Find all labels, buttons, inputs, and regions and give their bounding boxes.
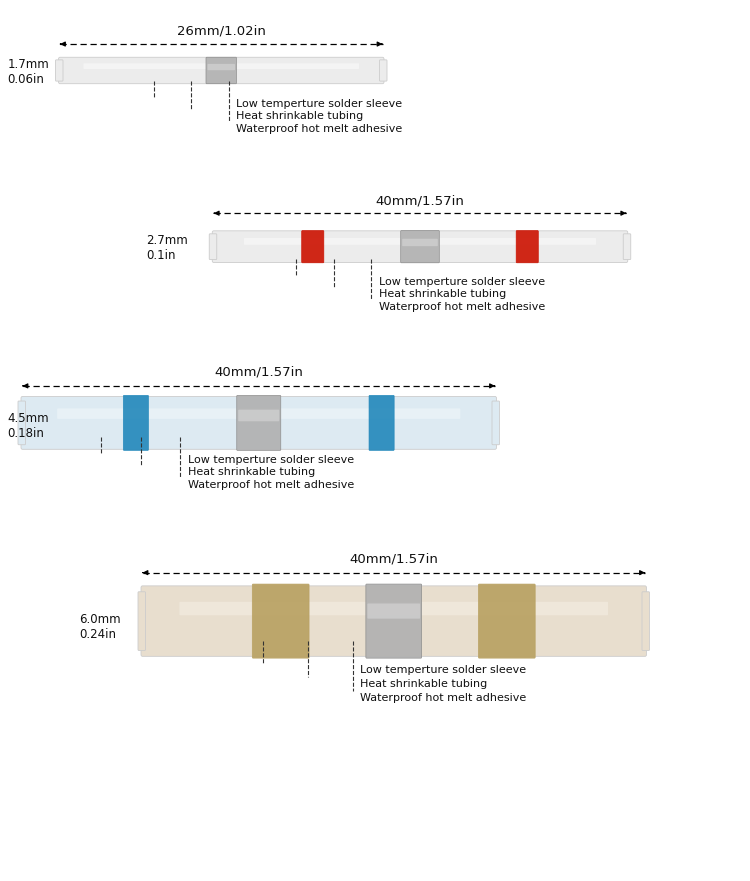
FancyBboxPatch shape	[57, 409, 460, 418]
FancyBboxPatch shape	[56, 60, 63, 81]
FancyBboxPatch shape	[212, 231, 628, 263]
FancyBboxPatch shape	[238, 410, 279, 421]
Text: Low temperture solder sleeve: Low temperture solder sleeve	[379, 277, 544, 287]
FancyBboxPatch shape	[138, 592, 146, 650]
Text: 4.5mm
0.18in: 4.5mm 0.18in	[8, 412, 50, 440]
FancyBboxPatch shape	[206, 57, 236, 84]
FancyBboxPatch shape	[623, 233, 631, 260]
FancyBboxPatch shape	[141, 586, 646, 656]
FancyBboxPatch shape	[516, 231, 538, 263]
Text: Waterproof hot melt adhesive: Waterproof hot melt adhesive	[379, 301, 545, 312]
Text: Low temperture solder sleeve: Low temperture solder sleeve	[236, 99, 402, 109]
FancyBboxPatch shape	[179, 602, 608, 615]
FancyBboxPatch shape	[58, 57, 384, 84]
FancyBboxPatch shape	[302, 231, 324, 263]
FancyBboxPatch shape	[368, 603, 420, 618]
Text: Low temperture solder sleeve: Low temperture solder sleeve	[360, 664, 526, 675]
FancyBboxPatch shape	[244, 238, 596, 245]
FancyBboxPatch shape	[492, 401, 500, 445]
Text: Waterproof hot melt adhesive: Waterproof hot melt adhesive	[236, 123, 403, 134]
FancyBboxPatch shape	[123, 396, 148, 450]
Text: 40mm/1.57in: 40mm/1.57in	[376, 194, 464, 207]
Text: Waterproof hot melt adhesive: Waterproof hot melt adhesive	[188, 479, 354, 490]
Text: 6.0mm
0.24in: 6.0mm 0.24in	[79, 613, 120, 641]
Text: 40mm/1.57in: 40mm/1.57in	[350, 552, 438, 566]
FancyBboxPatch shape	[400, 231, 439, 263]
FancyBboxPatch shape	[209, 233, 217, 260]
Text: 2.7mm
0.1in: 2.7mm 0.1in	[146, 234, 188, 263]
Text: Heat shrinkable tubing: Heat shrinkable tubing	[188, 467, 315, 478]
Text: Heat shrinkable tubing: Heat shrinkable tubing	[236, 111, 364, 122]
FancyBboxPatch shape	[369, 396, 394, 450]
FancyBboxPatch shape	[380, 60, 387, 81]
FancyBboxPatch shape	[83, 63, 359, 69]
FancyBboxPatch shape	[18, 401, 26, 445]
FancyBboxPatch shape	[478, 584, 536, 658]
Text: Low temperture solder sleeve: Low temperture solder sleeve	[188, 455, 354, 465]
Text: 40mm/1.57in: 40mm/1.57in	[214, 366, 303, 379]
Text: 26mm/1.02in: 26mm/1.02in	[177, 24, 266, 37]
FancyBboxPatch shape	[252, 584, 309, 658]
Text: Heat shrinkable tubing: Heat shrinkable tubing	[360, 678, 488, 689]
FancyBboxPatch shape	[21, 396, 496, 449]
FancyBboxPatch shape	[208, 64, 235, 70]
Text: Heat shrinkable tubing: Heat shrinkable tubing	[379, 289, 506, 300]
FancyBboxPatch shape	[402, 239, 438, 246]
FancyBboxPatch shape	[366, 584, 422, 658]
FancyBboxPatch shape	[642, 592, 650, 650]
Text: 1.7mm
0.06in: 1.7mm 0.06in	[8, 58, 50, 86]
FancyBboxPatch shape	[237, 396, 280, 450]
Text: Waterproof hot melt adhesive: Waterproof hot melt adhesive	[360, 692, 526, 703]
